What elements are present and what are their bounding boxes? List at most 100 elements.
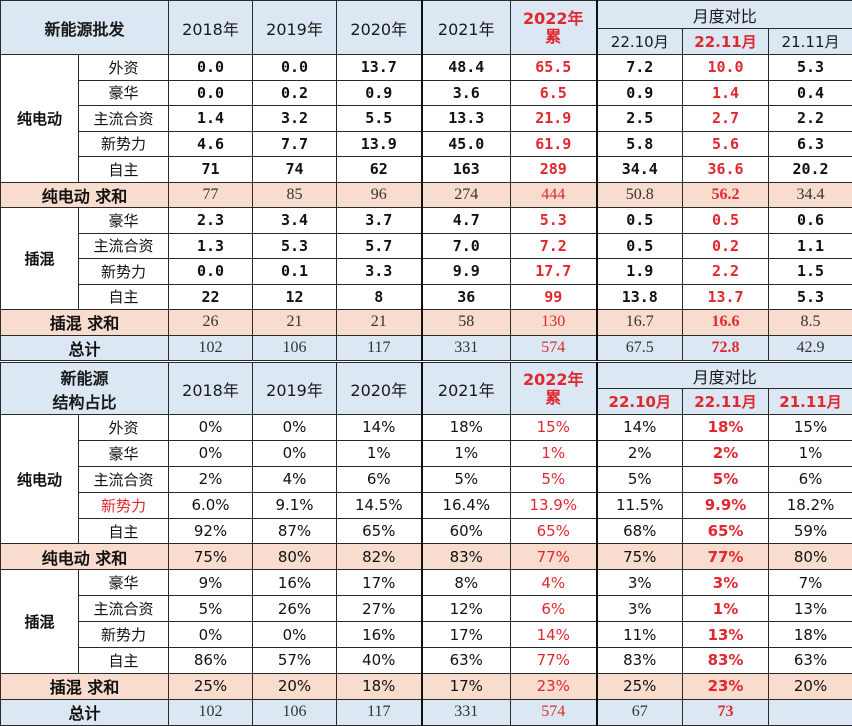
subtotal-value: 25%	[169, 673, 253, 699]
value-cell: 62	[337, 157, 422, 183]
category-label: 外资	[79, 55, 169, 81]
value-cell: 0%	[253, 440, 337, 466]
value-cell: 4.6	[169, 131, 253, 157]
total-value: 117	[337, 335, 422, 361]
value-cell: 13.7	[683, 284, 769, 310]
value-cell: 0.2	[253, 80, 337, 106]
subtotal-value: 34.4	[769, 182, 852, 208]
category-label: 主流合资	[79, 466, 169, 492]
value-cell: 0.0	[169, 80, 253, 106]
subtotal-value: 83%	[422, 544, 511, 570]
value-cell: 0.0	[253, 55, 337, 81]
value-cell: 5.8	[597, 131, 683, 157]
corner-line: 新能源	[1, 365, 168, 389]
value-cell: 71	[169, 157, 253, 183]
value-cell: 15%	[511, 415, 597, 441]
value-cell: 3%	[683, 570, 769, 596]
subtotal-label: 插混 求和	[1, 310, 169, 336]
group-label: 纯电动	[1, 415, 79, 544]
value-cell: 11%	[597, 622, 683, 648]
subtotal-label: 纯电动 求和	[1, 544, 169, 570]
category-label: 新势力	[79, 131, 169, 157]
subtotal-value: 75%	[169, 544, 253, 570]
value-cell: 0.1	[253, 259, 337, 285]
total-value	[769, 699, 852, 725]
subtotal-value: 56.2	[683, 182, 769, 208]
value-cell: 1.4	[169, 106, 253, 132]
value-cell: 2.5	[597, 106, 683, 132]
subtotal-value: 80%	[253, 544, 337, 570]
value-cell: 14%	[511, 622, 597, 648]
value-cell: 2.2	[683, 259, 769, 285]
subtotal-value: 85	[253, 182, 337, 208]
value-cell: 6%	[337, 466, 422, 492]
value-cell: 5.3	[511, 208, 597, 234]
value-cell: 3.6	[422, 80, 511, 106]
subtotal-label: 插混 求和	[1, 673, 169, 699]
value-cell: 1%	[769, 440, 852, 466]
month-header: 21.11月	[769, 29, 852, 55]
category-label: 外资	[79, 415, 169, 441]
value-cell: 11.5%	[597, 492, 683, 518]
value-cell: 1%	[511, 440, 597, 466]
year-header: 2019年	[253, 1, 337, 55]
value-cell: 3.2	[253, 106, 337, 132]
value-cell: 1%	[422, 440, 511, 466]
value-cell: 17%	[422, 622, 511, 648]
value-cell: 6.5	[511, 80, 597, 106]
value-cell: 0.9	[597, 80, 683, 106]
value-cell: 59%	[769, 518, 852, 544]
value-cell: 99	[511, 284, 597, 310]
value-cell: 87%	[253, 518, 337, 544]
value-cell: 15%	[769, 415, 852, 441]
category-label: 新势力	[79, 259, 169, 285]
table-corner-header: 新能源结构占比	[1, 363, 169, 415]
value-cell: 2%	[683, 440, 769, 466]
value-cell: 9.1%	[253, 492, 337, 518]
value-cell: 1%	[337, 440, 422, 466]
value-cell: 0%	[253, 415, 337, 441]
month-header: 22.10月	[597, 29, 683, 55]
total-value: 106	[253, 335, 337, 361]
total-value: 574	[511, 699, 597, 725]
value-cell: 0.9	[337, 80, 422, 106]
subtotal-value: 77	[169, 182, 253, 208]
value-cell: 3.4	[253, 208, 337, 234]
subtotal-value: 26	[169, 310, 253, 336]
value-cell: 20.2	[769, 157, 852, 183]
value-cell: 12	[253, 284, 337, 310]
month-header: 22.11月	[683, 389, 769, 415]
monthly-compare-header: 月度对比	[597, 1, 852, 29]
value-cell: 5.3	[253, 233, 337, 259]
year-header: 2018年	[169, 363, 253, 415]
total-value: 102	[169, 699, 253, 725]
subtotal-value: 80%	[769, 544, 852, 570]
value-cell: 9.9%	[683, 492, 769, 518]
year-2022-header: 2022年累	[511, 1, 597, 55]
category-label: 豪华	[79, 440, 169, 466]
subtotal-value: 21	[253, 310, 337, 336]
value-cell: 9%	[169, 570, 253, 596]
subtotal-value: 444	[511, 182, 597, 208]
value-cell: 9.9	[422, 259, 511, 285]
value-cell: 45.0	[422, 131, 511, 157]
value-cell: 163	[422, 157, 511, 183]
year-2022-cum: 累	[511, 389, 596, 407]
category-label: 新势力	[79, 492, 169, 518]
total-value: 331	[422, 335, 511, 361]
group-label: 插混	[1, 208, 79, 310]
value-cell: 3%	[597, 596, 683, 622]
subtotal-value: 18%	[337, 673, 422, 699]
subtotal-value: 17%	[422, 673, 511, 699]
subtotal-value: 75%	[597, 544, 683, 570]
